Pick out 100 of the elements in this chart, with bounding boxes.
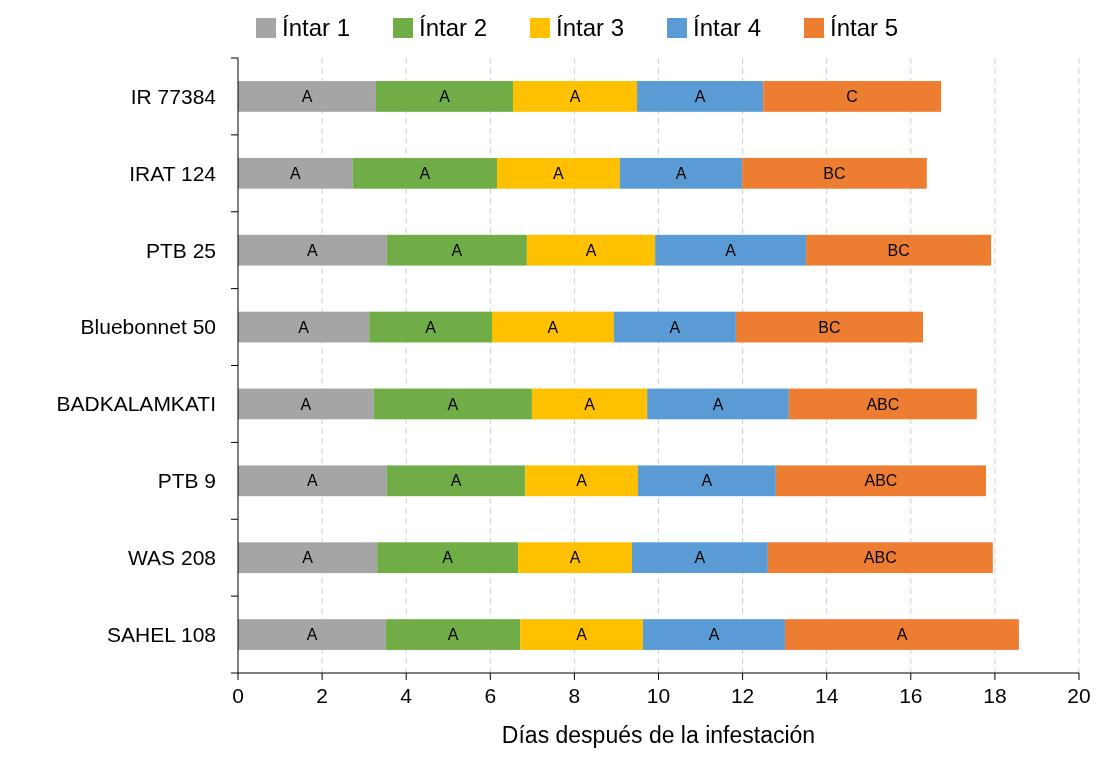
data-label: A bbox=[669, 318, 681, 336]
bar bbox=[386, 234, 527, 266]
x-tick-label: 20 bbox=[1067, 684, 1091, 707]
legend-label: Íntar 1 bbox=[282, 14, 351, 42]
data-label: A bbox=[708, 626, 720, 644]
bar bbox=[238, 619, 387, 650]
bar bbox=[375, 81, 514, 112]
bar bbox=[238, 388, 374, 420]
data-label: A bbox=[569, 88, 581, 106]
bar bbox=[788, 388, 977, 420]
y-tick-label: IRAT 124 bbox=[129, 161, 217, 185]
data-label: A bbox=[896, 626, 908, 644]
x-tick-label: 4 bbox=[400, 684, 413, 707]
data-label: ABC bbox=[863, 549, 897, 567]
bar bbox=[520, 619, 643, 650]
bar bbox=[806, 234, 992, 266]
bar bbox=[373, 388, 532, 420]
bar bbox=[386, 619, 521, 650]
data-label: A bbox=[301, 88, 313, 106]
data-label: A bbox=[725, 241, 737, 259]
data-label: A bbox=[306, 626, 318, 644]
bar bbox=[525, 465, 638, 497]
bar bbox=[238, 465, 387, 497]
x-tick-label: 0 bbox=[232, 684, 244, 707]
data-label: A bbox=[712, 395, 724, 413]
data-label: A bbox=[576, 472, 588, 490]
bar bbox=[655, 234, 807, 266]
data-label: A bbox=[290, 164, 302, 182]
data-label: A bbox=[425, 318, 437, 336]
data-label: BC bbox=[823, 164, 846, 182]
data-label: A bbox=[447, 395, 459, 413]
data-label: A bbox=[447, 626, 459, 644]
x-tick-label: 18 bbox=[983, 684, 1007, 707]
data-label: C bbox=[846, 88, 858, 106]
data-label: A bbox=[307, 472, 319, 490]
data-label: A bbox=[585, 241, 597, 259]
data-label: A bbox=[300, 395, 312, 413]
y-tick-label: BADKALAMKATI bbox=[56, 392, 216, 416]
data-label: A bbox=[298, 318, 310, 336]
bar bbox=[238, 311, 370, 343]
bar bbox=[531, 388, 648, 420]
legend-label: Íntar 5 bbox=[830, 14, 899, 42]
y-tick-label: PTB 9 bbox=[157, 469, 216, 493]
bar bbox=[526, 234, 656, 266]
y-tick-label: PTB 25 bbox=[145, 238, 216, 262]
bar bbox=[491, 311, 614, 343]
data-label: A bbox=[302, 549, 314, 567]
data-label: A bbox=[439, 88, 451, 106]
bar bbox=[637, 465, 776, 497]
bar bbox=[352, 157, 498, 189]
x-tick-label: 16 bbox=[899, 684, 923, 707]
x-tick-label: 10 bbox=[646, 684, 671, 707]
data-label: A bbox=[450, 472, 462, 490]
bar bbox=[377, 542, 519, 574]
data-label: A bbox=[584, 395, 596, 413]
data-label: A bbox=[569, 549, 581, 567]
bar bbox=[637, 81, 764, 112]
y-tick-label: WAS 208 bbox=[128, 546, 216, 570]
data-label: A bbox=[451, 241, 463, 259]
bar bbox=[642, 619, 786, 650]
x-tick-label: 14 bbox=[815, 684, 839, 707]
legend-label: Íntar 4 bbox=[693, 14, 762, 42]
data-label: A bbox=[553, 164, 565, 182]
x-tick-label: 8 bbox=[568, 684, 581, 707]
bar bbox=[632, 542, 768, 574]
legend-label: Íntar 2 bbox=[419, 14, 488, 42]
bar bbox=[785, 619, 1019, 650]
bar bbox=[767, 542, 993, 574]
bar bbox=[763, 81, 942, 112]
bar bbox=[386, 465, 526, 497]
bar bbox=[647, 388, 789, 420]
data-label: A bbox=[307, 241, 319, 259]
data-label: ABC bbox=[864, 472, 898, 490]
y-tick-label: IR 77384 bbox=[130, 84, 217, 108]
data-label: A bbox=[547, 318, 559, 336]
x-tick-label: 2 bbox=[316, 684, 328, 707]
data-label: A bbox=[576, 626, 588, 644]
bar bbox=[238, 81, 376, 112]
bar bbox=[518, 542, 633, 574]
bar bbox=[742, 157, 927, 189]
data-label: BC bbox=[818, 318, 841, 336]
y-tick-label: Bluebonnet 50 bbox=[80, 315, 216, 339]
bar bbox=[238, 157, 353, 189]
y-tick-label: SAHEL 108 bbox=[107, 622, 216, 646]
data-label: A bbox=[694, 88, 706, 106]
bar bbox=[238, 234, 387, 266]
bar bbox=[613, 311, 736, 343]
legend-label: Íntar 3 bbox=[556, 14, 625, 42]
data-label: A bbox=[442, 549, 454, 567]
data-label: A bbox=[701, 472, 713, 490]
data-label: BC bbox=[887, 241, 910, 259]
bar bbox=[497, 157, 620, 189]
x-tick-label: 12 bbox=[730, 684, 755, 707]
data-label: A bbox=[419, 164, 431, 182]
bar bbox=[735, 311, 923, 343]
bar bbox=[513, 81, 638, 112]
data-label: A bbox=[675, 164, 687, 182]
bar bbox=[369, 311, 492, 343]
x-axis-title: Días después de la infestación bbox=[501, 722, 816, 748]
bar bbox=[238, 542, 378, 574]
